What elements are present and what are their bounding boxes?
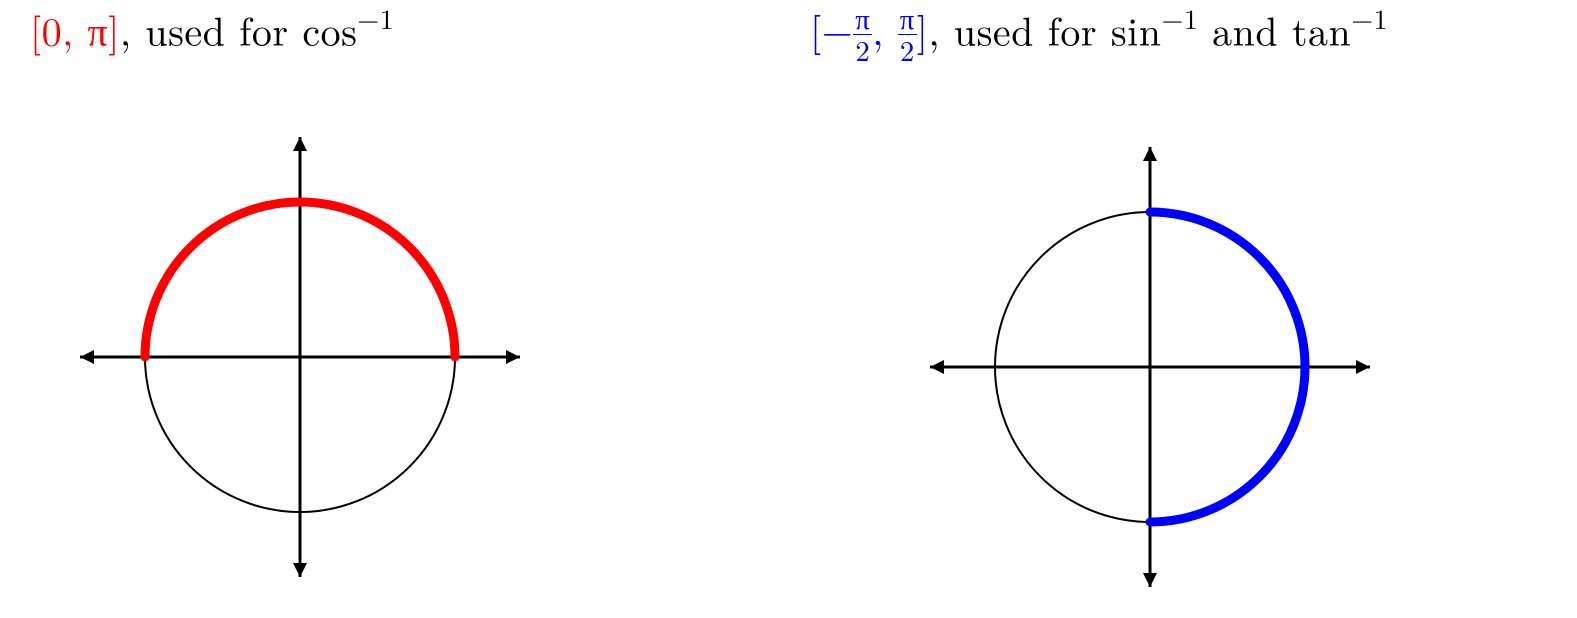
left-interval: [0, π] <box>30 0 120 57</box>
right-interval-close: ] <box>917 0 929 57</box>
right-interval-mid: , <box>872 0 897 57</box>
right-frac2-den: 2 <box>898 35 917 65</box>
right-diagram <box>900 107 1570 607</box>
right-caption-and: and tan <box>1198 0 1351 57</box>
left-caption: [0, π], used for cos−1 <box>30 0 730 57</box>
right-neg: − <box>822 0 854 57</box>
right-interval: [−π2, π2] <box>810 0 928 57</box>
left-caption-super: −1 <box>357 0 394 38</box>
right-frac1-den: 2 <box>853 35 872 65</box>
left-interval-text: [0, π] <box>30 0 120 57</box>
right-caption-rest: , used for sin <box>928 0 1161 57</box>
right-caption-super2: −1 <box>1351 0 1388 38</box>
right-unit-circle <box>900 107 1400 607</box>
right-interval-open: [ <box>810 0 822 57</box>
left-diagram <box>50 97 730 597</box>
right-caption-super1: −1 <box>1162 0 1199 38</box>
right-caption: [−π2, π2], used for sin−1 and tan−1 <box>810 0 1570 67</box>
right-frac2: π2 <box>898 4 917 65</box>
right-panel: [−π2, π2], used for sin−1 and tan−1 <box>810 0 1570 607</box>
left-caption-rest: , used for cos <box>120 0 358 57</box>
right-frac1: π2 <box>853 4 872 65</box>
left-unit-circle <box>50 97 550 597</box>
left-panel: [0, π], used for cos−1 <box>30 0 730 597</box>
